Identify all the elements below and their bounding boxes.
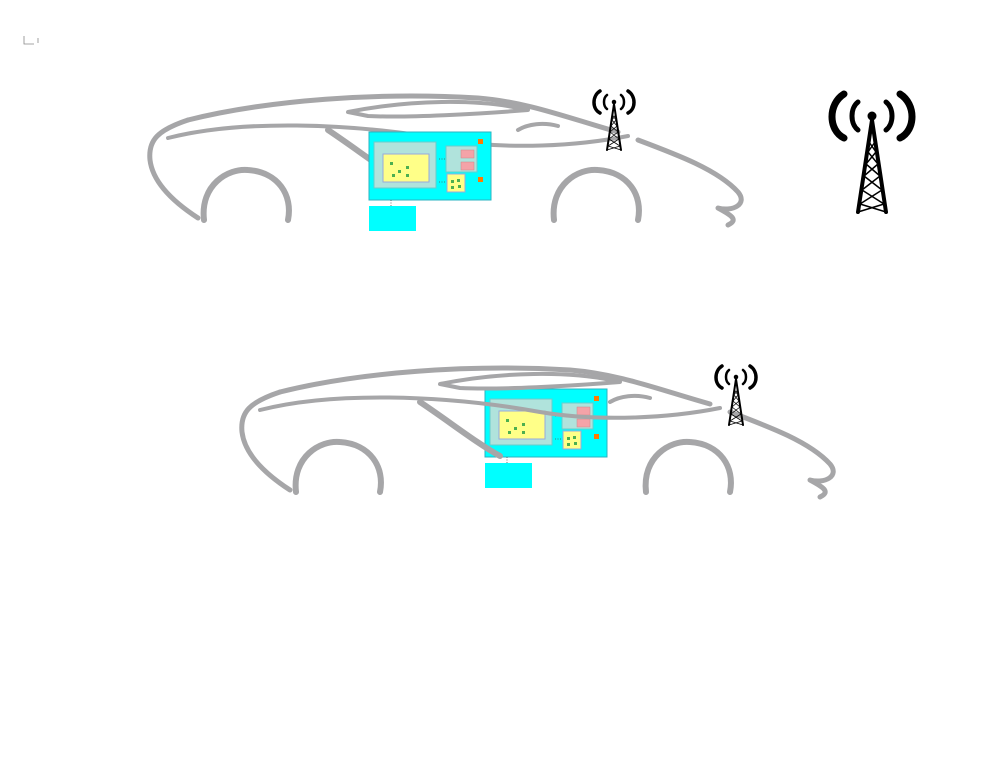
car-2	[242, 364, 833, 497]
telematics-board	[368, 131, 492, 207]
small-glyph-icon	[23, 36, 39, 45]
antenna-module	[369, 206, 416, 231]
antenna-module	[485, 463, 532, 488]
cell-tower-icon	[832, 94, 912, 212]
car-1	[150, 89, 741, 231]
telematics-board	[484, 388, 608, 464]
